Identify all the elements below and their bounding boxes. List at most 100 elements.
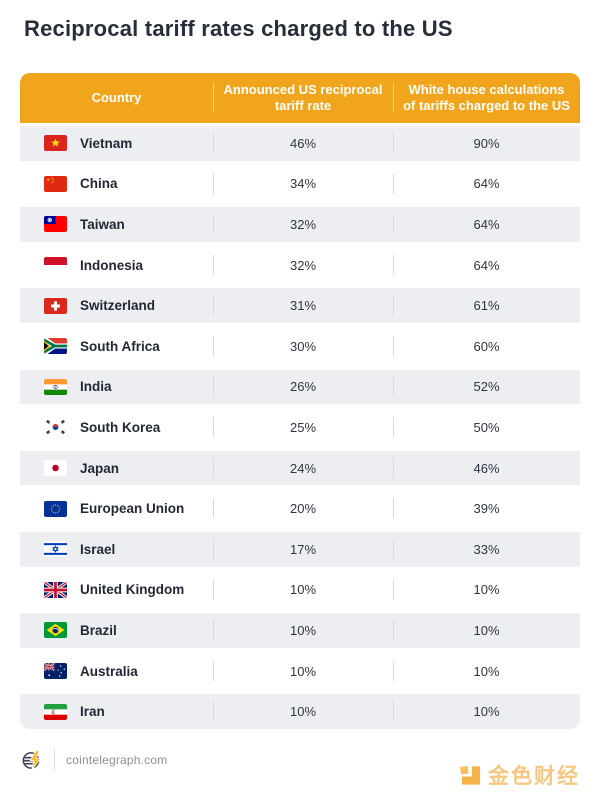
- column-divider: [213, 376, 214, 397]
- announced-rate-value: 10%: [289, 622, 317, 638]
- footer-divider: [54, 749, 55, 771]
- table-header: Country Announced US reciprocal tariff r…: [20, 73, 580, 123]
- country-name: South Korea: [80, 419, 161, 435]
- column-divider: [213, 457, 214, 478]
- united-kingdom-flag-icon: [44, 581, 67, 598]
- column-divider: [393, 295, 394, 316]
- white-house-rate-value: 46%: [473, 460, 500, 476]
- china-flag-icon: [44, 175, 67, 192]
- column-divider: [393, 173, 394, 194]
- tariff-table: Country Announced US reciprocal tariff r…: [20, 73, 580, 732]
- table-row: Iran 10% 10%: [20, 691, 580, 732]
- indonesia-flag-icon: [44, 257, 67, 274]
- announced-rate-value: 25%: [289, 419, 317, 435]
- announced-rate-value: 30%: [289, 338, 317, 354]
- table-row: Taiwan 32% 64%: [20, 204, 580, 245]
- switzerland-flag-icon: [44, 297, 67, 314]
- country-name: Iran: [80, 704, 105, 720]
- column-divider: [393, 376, 394, 397]
- country-name: Taiwan: [80, 216, 125, 232]
- announced-rate-value: 10%: [289, 704, 317, 720]
- india-flag-icon: [44, 378, 67, 395]
- table-row: China 34% 64%: [20, 164, 580, 205]
- table-row: Switzerland 31% 61%: [20, 285, 580, 326]
- column-header-announced-rate: Announced US reciprocal tariff rate: [213, 73, 393, 123]
- country-name: India: [80, 379, 112, 395]
- announced-rate-value: 10%: [289, 582, 317, 598]
- announced-rate-value: 34%: [289, 176, 317, 192]
- brand-name-label: 金色财经: [488, 765, 580, 788]
- country-name: South Africa: [80, 338, 160, 354]
- white-house-rate-value: 10%: [473, 663, 500, 679]
- column-divider: [213, 133, 214, 153]
- column-divider: [213, 417, 214, 438]
- column-divider: [393, 457, 394, 478]
- white-house-rate-value: 39%: [473, 501, 500, 517]
- country-name: Switzerland: [80, 298, 156, 314]
- country-name: European Union: [80, 501, 185, 517]
- column-divider: [393, 417, 394, 438]
- white-house-rate-value: 60%: [473, 338, 500, 354]
- announced-rate-value: 26%: [289, 379, 317, 395]
- column-divider: [393, 254, 394, 275]
- table-row: Japan 24% 46%: [20, 448, 580, 489]
- column-divider: [213, 620, 214, 641]
- table-body: Vietnam 46% 90% China 34% 64% Taiwan 32% 64% Indo…: [20, 123, 580, 732]
- column-divider: [213, 335, 214, 356]
- country-name: Brazil: [80, 622, 117, 638]
- lightning-bolt-icon: [29, 749, 42, 771]
- white-house-rate-value: 52%: [473, 379, 500, 395]
- source-url-label: cointelegraph.com: [66, 753, 168, 767]
- column-divider: [213, 214, 214, 235]
- south-africa-flag-icon: [44, 338, 67, 355]
- page-title: Reciprocal tariff rates charged to the U…: [24, 16, 453, 41]
- australia-flag-icon: [44, 663, 67, 680]
- table-row: Israel 17% 33%: [20, 529, 580, 570]
- announced-rate-value: 17%: [289, 541, 317, 557]
- country-name: United Kingdom: [80, 582, 185, 598]
- table-row: Australia 10% 10%: [20, 651, 580, 692]
- table-row: Indonesia 32% 64%: [20, 245, 580, 286]
- country-name: Vietnam: [80, 135, 133, 151]
- south-korea-flag-icon: [44, 419, 67, 436]
- white-house-rate-value: 33%: [473, 541, 500, 557]
- column-divider: [213, 295, 214, 316]
- column-divider: [393, 335, 394, 356]
- announced-rate-value: 10%: [289, 663, 317, 679]
- table-row: India 26% 52%: [20, 367, 580, 408]
- column-divider: [213, 660, 214, 681]
- white-house-rate-value: 50%: [473, 419, 500, 435]
- country-name: Indonesia: [80, 257, 144, 273]
- table-row: United Kingdom 10% 10%: [20, 570, 580, 611]
- table-row: Vietnam 46% 90%: [20, 123, 580, 164]
- country-name: Australia: [80, 663, 138, 679]
- brazil-flag-icon: [44, 622, 67, 639]
- israel-flag-icon: [44, 541, 67, 558]
- column-divider: [393, 538, 394, 559]
- white-house-rate-value: 64%: [473, 176, 500, 192]
- column-divider: [393, 214, 394, 235]
- column-header-white-house: White house calculations of tariffs char…: [393, 73, 580, 123]
- white-house-rate-value: 90%: [473, 135, 500, 151]
- table-row: European Union 20% 39%: [20, 488, 580, 529]
- column-divider: [213, 498, 214, 519]
- table-row: South Korea 25% 50%: [20, 407, 580, 448]
- jinse-finance-icon: [460, 765, 481, 785]
- announced-rate-value: 24%: [289, 460, 317, 476]
- column-divider: [393, 498, 394, 519]
- source-attribution: cointelegraph.com: [20, 747, 167, 773]
- column-divider: [213, 538, 214, 559]
- column-divider: [393, 579, 394, 600]
- brand-logo: 金色财经: [460, 760, 580, 790]
- announced-rate-value: 46%: [289, 135, 317, 151]
- column-divider: [213, 579, 214, 600]
- table-row: Brazil 10% 10%: [20, 610, 580, 651]
- iran-flag-icon: [44, 703, 67, 720]
- column-divider: [213, 173, 214, 194]
- announced-rate-value: 31%: [289, 298, 317, 314]
- taiwan-flag-icon: [44, 216, 67, 233]
- table-row: South Africa 30% 60%: [20, 326, 580, 367]
- white-house-rate-value: 64%: [473, 216, 500, 232]
- country-name: Japan: [80, 460, 120, 476]
- white-house-rate-value: 61%: [473, 298, 500, 314]
